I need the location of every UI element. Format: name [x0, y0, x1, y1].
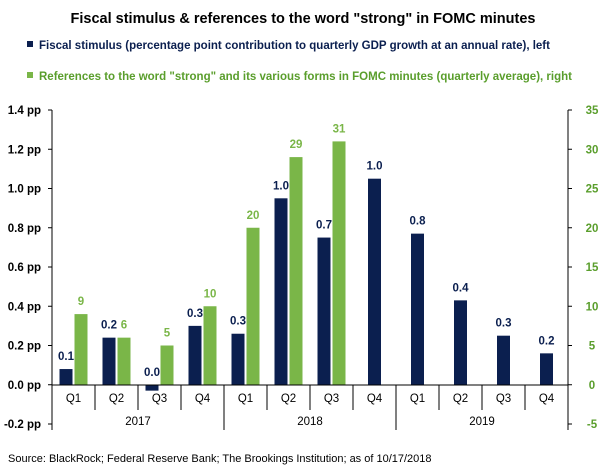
- left-tick-label: 0.0 pp: [8, 380, 41, 392]
- fiscal-data-label: 1.0: [273, 180, 289, 192]
- data-labels: 0.190.2 60.050.3100.3201.0290.7311.00.80.…: [58, 123, 555, 379]
- right-axis-ticks: -5 0 5 10 15 20 25 30 35: [568, 105, 599, 431]
- strong-bar: [203, 306, 217, 385]
- fiscal-bar: [231, 333, 245, 385]
- fiscal-bar: [317, 237, 331, 385]
- strong-bar: [289, 157, 303, 385]
- right-tick-label: 30: [586, 144, 599, 156]
- fiscal-bar: [411, 233, 424, 385]
- category-label: Q1: [238, 393, 253, 405]
- right-tick-label: 20: [586, 223, 599, 235]
- right-tick-label: 35: [586, 105, 599, 117]
- right-tick-label: 15: [586, 262, 599, 274]
- category-label: Q3: [152, 393, 167, 405]
- left-tick-label: 1.2 pp: [8, 144, 41, 156]
- fiscal-data-label: 0.7: [316, 220, 332, 232]
- category-labels: Q1 Q2 Q3 Q4 Q1 Q2 Q3 Q4 Q1 Q2 Q3 Q4 2017 2018 2019: [51, 385, 569, 430]
- fiscal-bar: [102, 337, 116, 385]
- source-note: Source: BlackRock; Federal Reserve Bank;…: [8, 453, 432, 465]
- fiscal-bar: [540, 353, 553, 385]
- strong-data-label: 5: [164, 328, 171, 340]
- left-axis-ticks: -0.2 pp 0.0 pp 0.2 pp 0.4 pp 0.6 pp 0.8 pp 1.0…: [4, 105, 52, 431]
- fiscal-data-label: 0.3: [187, 308, 203, 320]
- fiscal-data-label: 0.8: [410, 216, 427, 228]
- category-label: Q1: [410, 393, 425, 405]
- strong-data-label: 31: [333, 123, 346, 135]
- fiscal-data-label: 0.0: [144, 367, 160, 379]
- strong-data-label: 10: [204, 288, 217, 300]
- strong-data-label: 20: [247, 210, 260, 222]
- category-label: Q4: [195, 393, 211, 405]
- left-tick-label: 1.0 pp: [8, 184, 41, 196]
- fiscal-bar: [274, 198, 288, 385]
- fiscal-data-label: 0.4: [453, 282, 470, 294]
- right-tick-label: 25: [586, 184, 599, 196]
- left-tick-label: 1.4 pp: [8, 105, 41, 117]
- fiscal-data-label: 1.0: [367, 161, 383, 173]
- right-tick-label: -5: [587, 419, 598, 431]
- year-label: 2018: [297, 416, 323, 428]
- fiscal-data-label: 0.3: [496, 318, 512, 330]
- chart-title: Fiscal stimulus & references to the word…: [71, 11, 536, 27]
- category-label: Q2: [109, 393, 124, 405]
- right-tick-label: 5: [589, 341, 596, 353]
- strong-bar: [74, 314, 88, 385]
- legend-swatch-fiscal: [27, 41, 33, 47]
- strong-data-label: 9: [78, 296, 84, 308]
- left-tick-label: 0.8 pp: [8, 223, 41, 235]
- right-tick-label: 0: [589, 380, 595, 392]
- category-label: Q1: [66, 393, 81, 405]
- fiscal-bar: [59, 369, 73, 385]
- year-label: 2017: [125, 416, 151, 428]
- strong-bar: [332, 141, 346, 385]
- legend-swatch-strong: [27, 72, 33, 78]
- fiscal-data-label: 0.3: [230, 316, 246, 328]
- legend-label-fiscal: Fiscal stimulus (percentage point contri…: [39, 40, 550, 52]
- strong-data-label: 29: [290, 139, 303, 151]
- fiscal-bar: [368, 178, 381, 385]
- year-label: 2019: [469, 416, 495, 428]
- category-label: Q4: [367, 393, 383, 405]
- fiscal-bar: [454, 300, 467, 385]
- right-tick-label: 10: [586, 301, 599, 313]
- category-label: Q2: [453, 393, 468, 405]
- bar-marks: [59, 141, 553, 391]
- left-tick-label: 0.6 pp: [8, 262, 41, 274]
- strong-bar: [160, 345, 174, 385]
- fiscal-bar: [497, 335, 510, 385]
- left-tick-label: 0.4 pp: [8, 301, 41, 313]
- strong-bar: [117, 337, 131, 385]
- category-label: Q4: [539, 393, 555, 405]
- fiscal-data-label: 0.2: [101, 320, 117, 332]
- category-label: Q3: [324, 393, 339, 405]
- fiscal-data-label: 0.2: [539, 335, 555, 347]
- fiscal-bar: [188, 325, 202, 385]
- left-tick-label: 0.2 pp: [8, 341, 41, 353]
- fiscal-data-label: 0.1: [58, 351, 75, 363]
- left-tick-label: -0.2 pp: [4, 419, 41, 431]
- strong-data-label: 6: [121, 320, 127, 332]
- category-label: Q2: [281, 393, 296, 405]
- strong-bar: [246, 227, 260, 385]
- category-label: Q3: [496, 393, 511, 405]
- legend-label-strong: References to the word "strong" and its …: [39, 71, 572, 83]
- fiscal-bar: [145, 385, 159, 391]
